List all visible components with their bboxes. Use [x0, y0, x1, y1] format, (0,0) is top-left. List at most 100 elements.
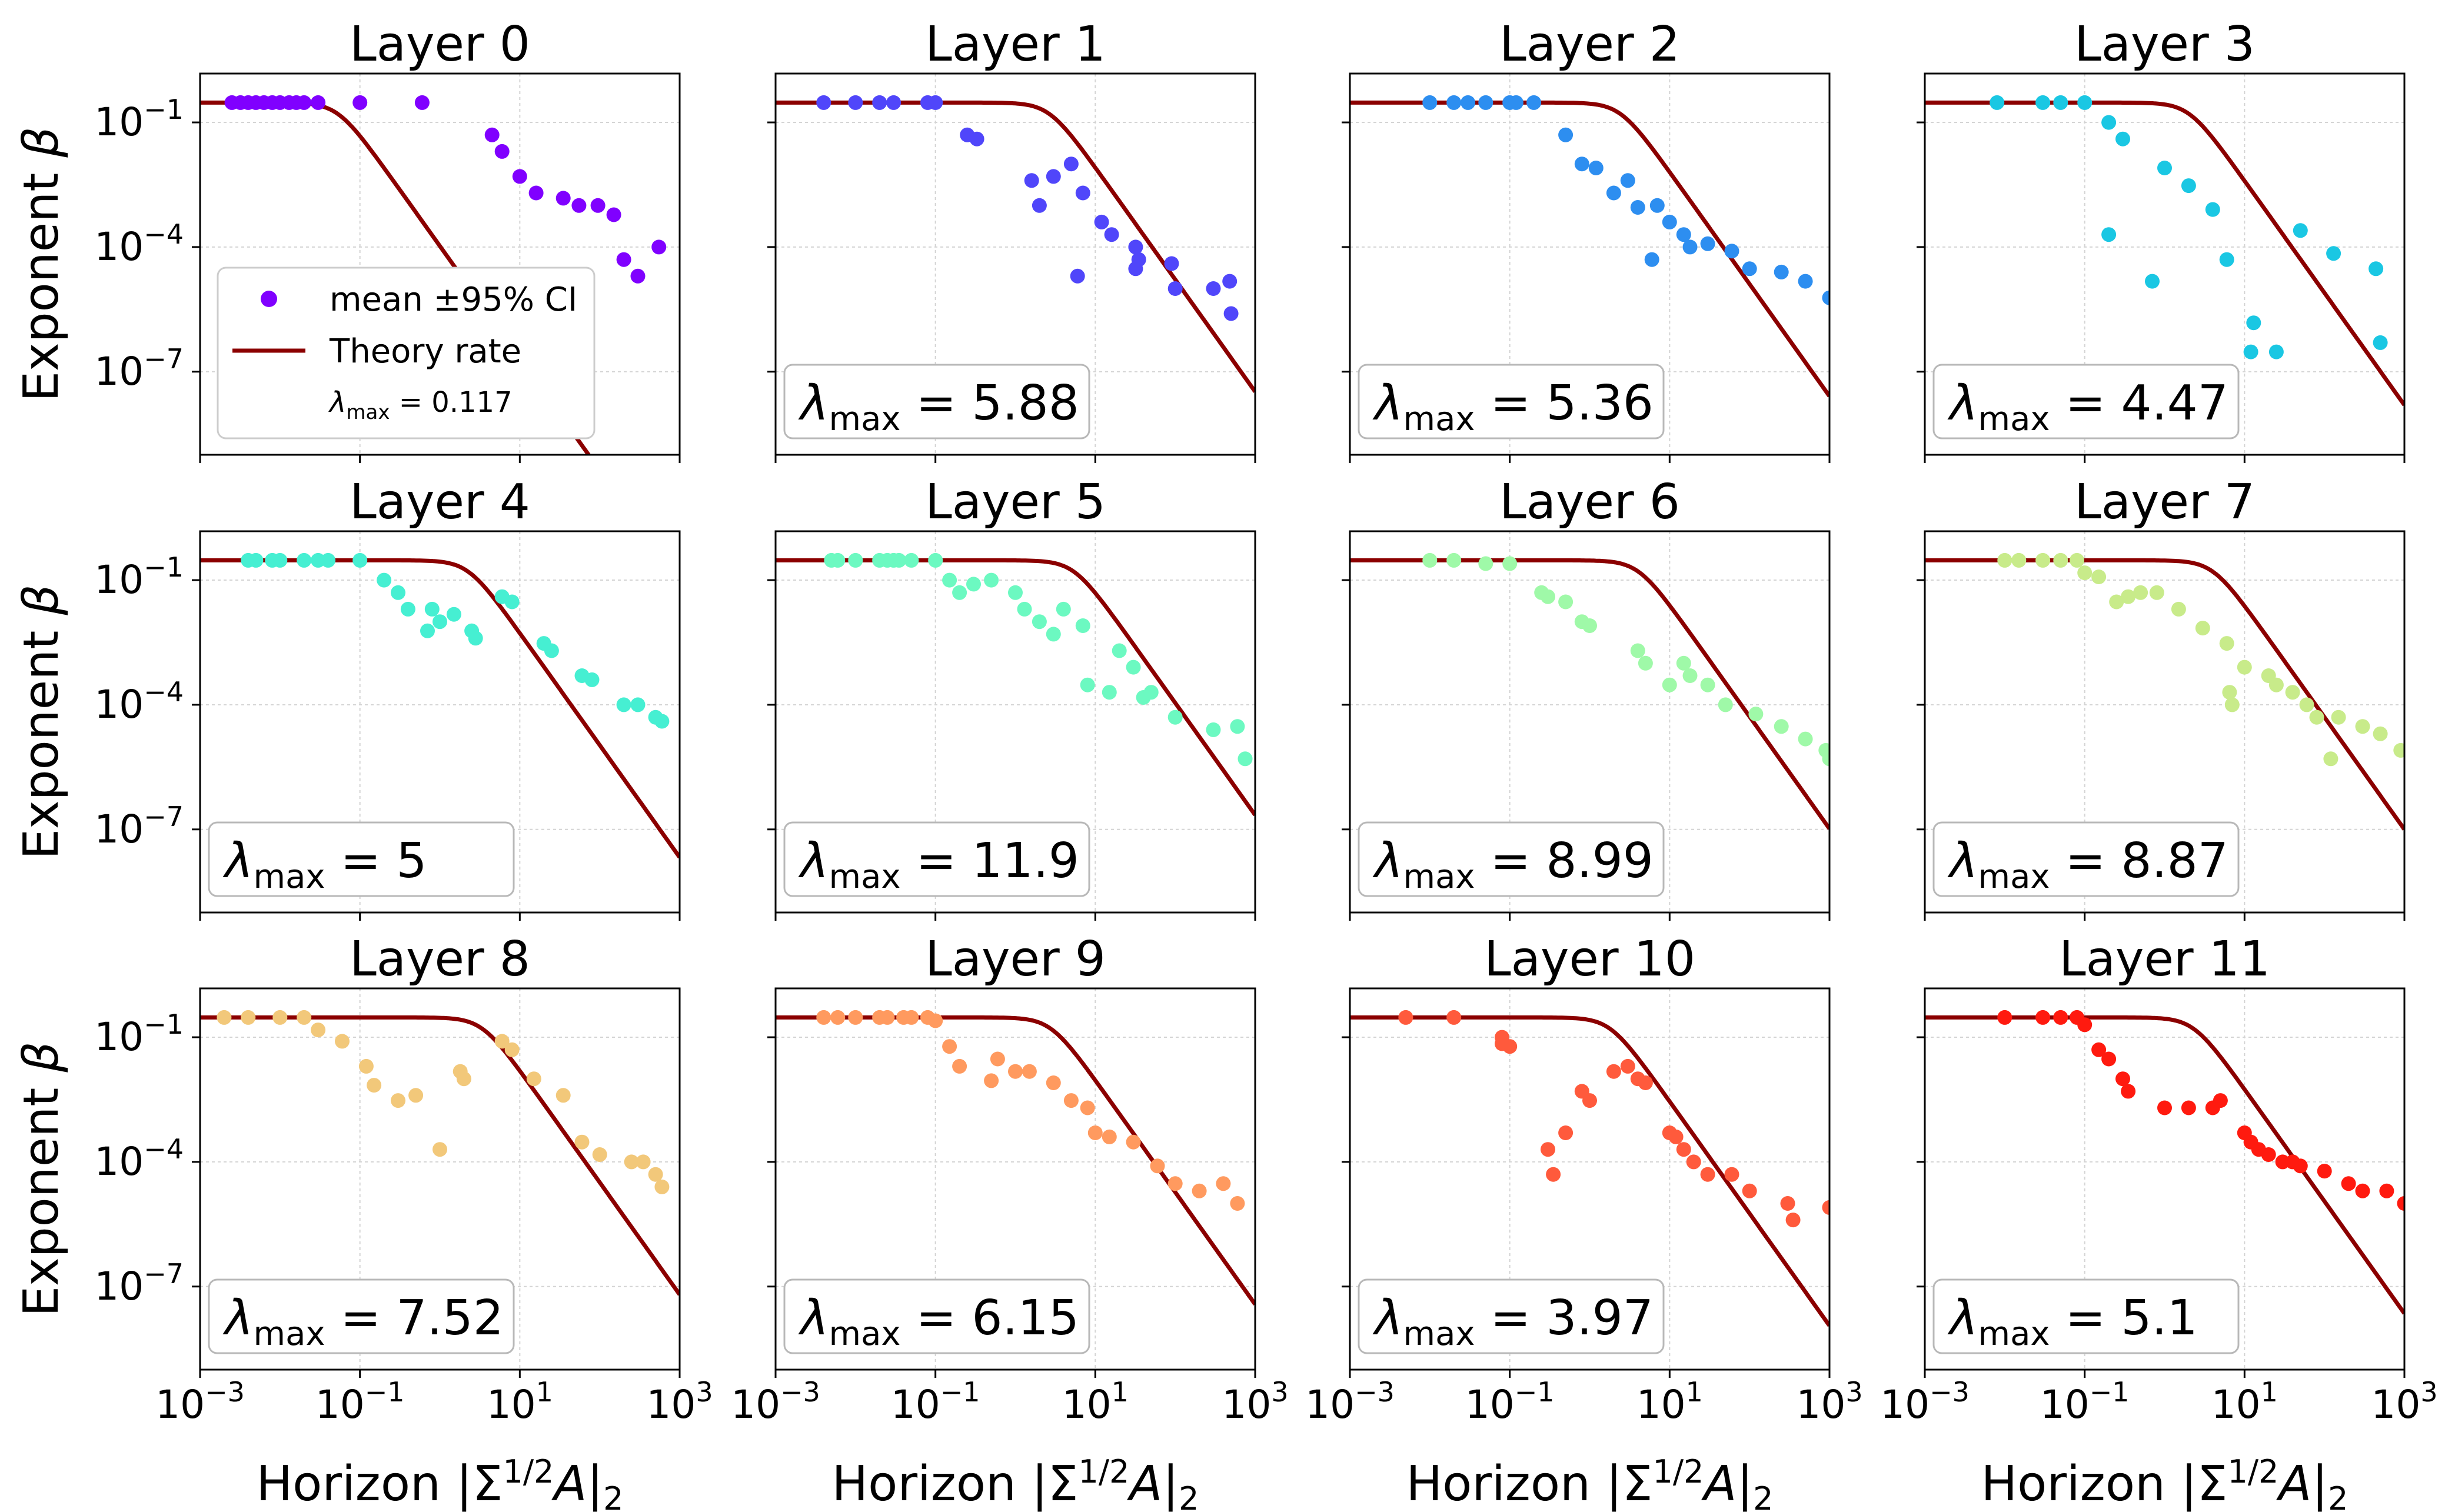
x-tick-label: 10−1	[2040, 1376, 2130, 1427]
data-point	[1192, 1183, 1207, 1198]
data-point	[1742, 261, 1757, 277]
data-point	[2309, 710, 2324, 725]
data-point	[1780, 1196, 1795, 1211]
data-point	[1167, 710, 1183, 725]
data-point	[1230, 1196, 1245, 1211]
data-point	[2101, 115, 2117, 130]
data-point	[528, 185, 544, 201]
data-point	[942, 1039, 957, 1054]
x-tick-label: 10−3	[1880, 1376, 1970, 1427]
data-point	[1216, 1176, 1231, 1191]
axes-frame	[199, 530, 681, 914]
data-point	[848, 95, 863, 110]
data-point	[848, 552, 863, 568]
data-point	[966, 577, 981, 592]
y-tick-label: 10−7	[94, 801, 184, 852]
data-point	[512, 169, 527, 184]
x-tick-label: 10−1	[891, 1376, 980, 1427]
data-point	[1056, 601, 1071, 617]
data-point	[1774, 264, 1789, 279]
data-point	[1541, 1142, 1555, 1157]
data-point	[1017, 601, 1032, 617]
data-point	[1662, 677, 1677, 692]
data-point	[1075, 185, 1090, 201]
data-point	[1046, 627, 1061, 642]
data-point	[2035, 552, 2051, 568]
data-point	[2101, 227, 2117, 242]
axes-frame	[1349, 987, 1831, 1371]
data-point	[1075, 618, 1090, 633]
data-point	[1222, 274, 1238, 289]
data-point	[1206, 722, 1221, 737]
data-point	[433, 1142, 447, 1157]
data-point	[1398, 1010, 1413, 1025]
data-point	[1446, 552, 1462, 568]
data-point	[1686, 1154, 1701, 1170]
panel-9: Layer 9 10−3 10−1 101 103 Horizon |Σ1/2A|2 λma…	[731, 931, 1289, 1512]
data-point	[1822, 751, 1829, 767]
data-point	[297, 1010, 312, 1025]
data-point	[1582, 1093, 1597, 1108]
data-point	[494, 1034, 510, 1049]
data-point	[886, 95, 902, 110]
data-point	[592, 1147, 607, 1162]
data-point	[2285, 685, 2300, 700]
data-point	[984, 1073, 999, 1088]
data-point	[2341, 1176, 2356, 1191]
data-point	[651, 239, 667, 255]
lambda-box-frame	[783, 1278, 1090, 1354]
x-tick-label: 103	[1222, 1376, 1288, 1427]
data-point	[2121, 589, 2136, 604]
axes-frame	[199, 987, 681, 1371]
data-point	[2091, 570, 2107, 584]
legend-label: mean ±95% CI	[330, 281, 577, 319]
data-point	[952, 585, 967, 600]
lambda-label: λmax = 8.87	[1947, 833, 2228, 896]
data-point	[654, 1179, 670, 1194]
data-point	[1223, 306, 1239, 321]
data-point	[433, 614, 447, 630]
data-point	[1682, 668, 1698, 683]
lambda-box-frame	[208, 821, 515, 897]
data-point	[1126, 1134, 1141, 1150]
data-point	[1087, 1125, 1103, 1140]
data-point	[1588, 161, 1604, 175]
x-tick-label: 10−3	[731, 1376, 820, 1427]
data-point	[1094, 214, 1109, 229]
y-tick-label: 10−1	[94, 94, 184, 145]
data-point	[928, 95, 943, 110]
lambda-box: λmax = 4.47	[1932, 364, 2240, 439]
data-point	[1748, 707, 1764, 722]
data-point	[1508, 95, 1523, 110]
y-tick-label: 10−7	[94, 1258, 184, 1309]
data-point	[367, 1078, 382, 1093]
data-point	[297, 552, 312, 568]
data-point	[2101, 1051, 2117, 1067]
data-point	[816, 1010, 831, 1025]
x-tick-label: 103	[646, 1376, 713, 1427]
data-point	[1063, 1093, 1079, 1108]
panel-title: Layer 6	[1499, 474, 1680, 530]
y-tick-label: 10−4	[94, 218, 184, 269]
data-point	[1022, 1064, 1037, 1079]
data-point	[1822, 1200, 1829, 1215]
theory-curve	[1925, 558, 2404, 831]
data-point	[2077, 565, 2093, 581]
panel-title: Layer 9	[925, 931, 1106, 987]
axes-frame	[1349, 530, 1831, 914]
data-point	[1126, 660, 1141, 675]
data-point	[420, 623, 435, 638]
data-point	[2331, 710, 2346, 725]
data-point	[2115, 131, 2130, 146]
panel-11: Layer 11 10−3 10−1 101 103 Horizon |Σ1/2A|2 λm…	[1880, 931, 2438, 1512]
data-point	[2355, 1183, 2370, 1198]
data-point	[2317, 1164, 2332, 1179]
data-point	[1606, 185, 1621, 201]
data-point	[2133, 585, 2148, 600]
data-point	[984, 572, 999, 588]
data-point	[391, 1093, 405, 1108]
data-point	[1718, 697, 1733, 712]
data-point	[1070, 268, 1085, 284]
x-tick-label: 101	[2211, 1376, 2278, 1427]
data-point	[1676, 227, 1691, 242]
